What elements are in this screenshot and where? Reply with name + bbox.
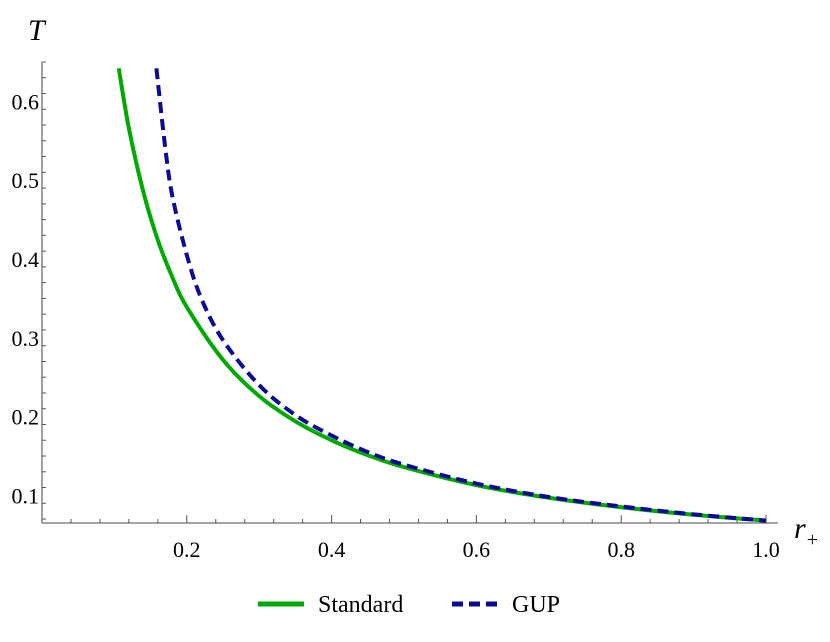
y-tick-label: 0.1 [12,483,40,508]
legend-label-gup: GUP [512,592,560,618]
x-axis-label-subscript: + [807,529,818,551]
series-line-standard [116,67,767,523]
x-axis-label: r+ [794,512,818,551]
series-layer [116,67,767,523]
x-tick-label: 0.2 [173,537,201,562]
y-axis-label: T [28,14,47,47]
y-tick-label: 0.5 [12,168,40,193]
series-line-gup [154,68,767,523]
x-tick-label: 1.0 [752,537,780,562]
y-tick-label: 0.4 [12,247,40,272]
y-ticks: 0.1 0.2 0.3 0.4 0.5 0.6 [12,61,46,520]
x-tick-label: 0.6 [463,537,491,562]
y-tick-label: 0.2 [12,405,40,430]
plot-area: 0.2 0.4 0.6 0.8 1.0 0.1 0.2 0.3 0.4 0.5 0.6 [12,61,780,562]
y-tick-label: 0.3 [12,326,40,351]
x-tick-label: 0.4 [318,537,346,562]
y-tick-label: 0.6 [12,89,40,114]
legend-label-standard: Standard [318,592,403,618]
x-ticks: 0.2 0.4 0.6 0.8 1.0 [70,515,780,562]
x-tick-label: 0.8 [607,537,635,562]
x-axis-label-main: r [794,512,806,545]
legend: Standard GUP [258,592,560,618]
